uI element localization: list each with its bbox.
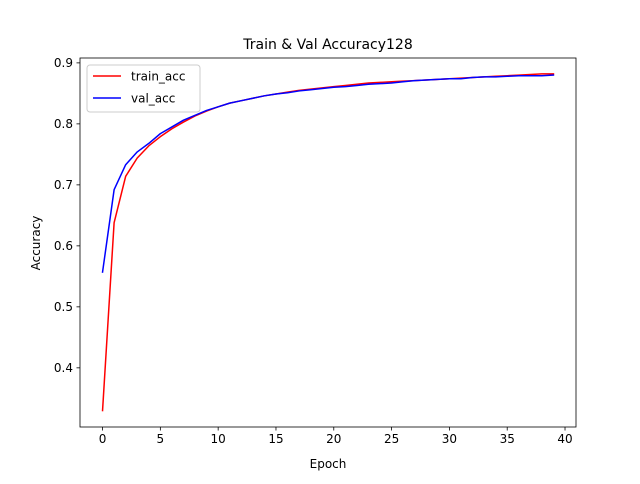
x-tick-label: 5 <box>157 432 165 446</box>
y-tick-label: 0.6 <box>54 239 73 253</box>
y-tick-label: 0.8 <box>54 117 73 131</box>
legend-label-train_acc: train_acc <box>131 70 185 84</box>
y-tick-label: 0.7 <box>54 178 73 192</box>
y-axis-label: Accuracy <box>29 216 43 271</box>
x-tick-label: 30 <box>442 432 457 446</box>
x-tick-label: 20 <box>326 432 341 446</box>
y-tick-label: 0.4 <box>54 361 73 375</box>
x-tick-label: 15 <box>268 432 283 446</box>
y-tick-label: 0.9 <box>54 56 73 70</box>
legend: train_acc val_acc <box>86 64 201 113</box>
x-tick-label: 25 <box>384 432 399 446</box>
legend-label-val_acc: val_acc <box>131 92 175 106</box>
plot-area: 0 5 10 15 20 25 30 35 40 0.4 0.5 0.6 0.7 0.8 0.9 <box>54 56 577 446</box>
x-tick-label: 0 <box>99 432 107 446</box>
chart-title: Train & Val Accuracy128 <box>242 37 412 53</box>
x-tick-label: 10 <box>211 432 226 446</box>
x-tick-label: 35 <box>500 432 515 446</box>
axes-frame <box>79 57 577 428</box>
y-tick-label: 0.5 <box>54 300 73 314</box>
x-axis-label: Epoch <box>310 457 347 471</box>
x-tick-label: 40 <box>557 432 572 446</box>
series-line-val_acc <box>101 74 555 273</box>
